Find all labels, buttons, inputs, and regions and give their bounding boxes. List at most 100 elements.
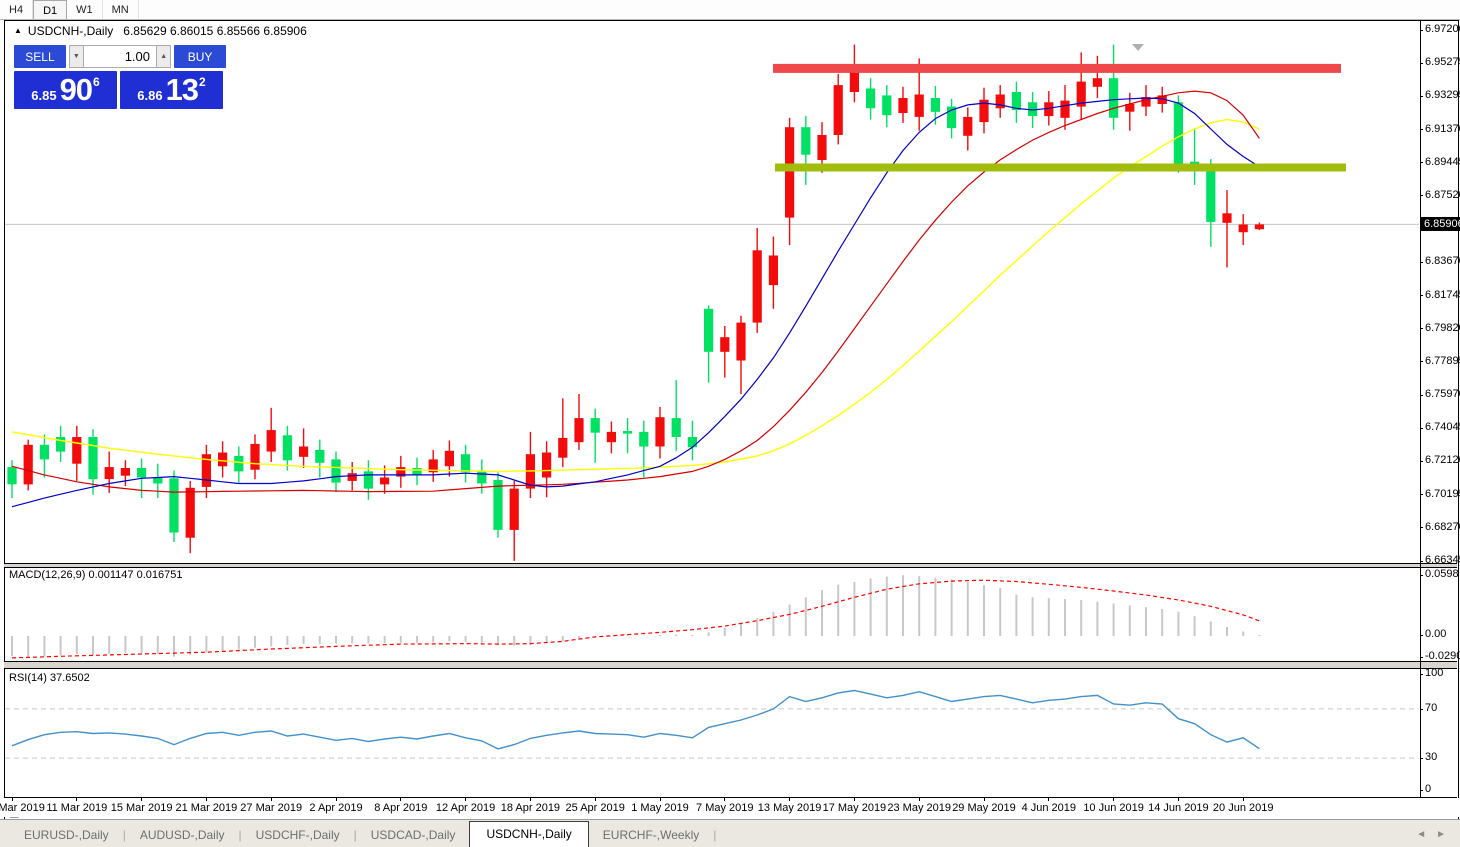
date-label: 25 Apr 2019 bbox=[565, 802, 625, 814]
date-label: 29 May 2019 bbox=[952, 802, 1016, 814]
date-tick bbox=[12, 798, 13, 801]
price-axis-label: 6.75970 bbox=[1425, 388, 1460, 400]
price-axis-label-tick bbox=[1420, 262, 1423, 263]
date-tick bbox=[660, 798, 661, 801]
symbol-tab-usdcnh[interactable]: USDCNH-,Daily bbox=[469, 821, 589, 847]
date-label: 8 Apr 2019 bbox=[374, 802, 428, 814]
price-axis-label-tick bbox=[1420, 494, 1423, 495]
price-axis-label: 6.70195 bbox=[1425, 488, 1460, 500]
rsi-axis: 100 70 30 0 bbox=[1420, 0, 1460, 798]
date-tick bbox=[400, 798, 401, 801]
date-tick bbox=[336, 798, 337, 801]
date-label: 5 Mar 2019 bbox=[0, 802, 45, 814]
date-tick bbox=[1178, 798, 1179, 801]
date-tick bbox=[141, 798, 142, 801]
price-axis-label: 6.74045 bbox=[1425, 421, 1460, 433]
timeframe-button-d1[interactable]: D1 bbox=[33, 0, 68, 19]
price-axis-label-tick bbox=[1420, 461, 1423, 462]
rsi-axis-label: 0 bbox=[1425, 783, 1432, 795]
symbol-tab-eurchf[interactable]: EURCHF-,Weekly bbox=[602, 828, 700, 842]
date-tick bbox=[984, 798, 985, 801]
price-axis-label-tick bbox=[1420, 195, 1423, 196]
price-axis-label-tick bbox=[1420, 63, 1423, 64]
sell-price-prefix: 6.85 bbox=[31, 87, 57, 103]
timeframe-button-h4[interactable]: H4 bbox=[0, 0, 34, 19]
tab-separator: | bbox=[238, 828, 242, 842]
timeframe-button-mn[interactable]: MN bbox=[103, 0, 139, 19]
date-tick bbox=[530, 798, 531, 801]
buy-price-main: 13 bbox=[165, 72, 199, 107]
macd-pane-divider[interactable] bbox=[4, 563, 1457, 568]
chart-shift-marker-icon bbox=[1132, 44, 1144, 51]
panel-collapse-icon[interactable]: ▲ bbox=[14, 26, 22, 35]
date-label: 12 Apr 2019 bbox=[435, 802, 496, 814]
date-tick bbox=[76, 798, 77, 801]
lot-decrease-button[interactable]: ▼ bbox=[68, 45, 84, 68]
macd-axis-label: -0.029045 bbox=[1425, 650, 1460, 662]
buy-button[interactable]: BUY bbox=[174, 45, 226, 68]
tab-separator: | bbox=[353, 828, 357, 842]
date-label: 27 Mar 2019 bbox=[240, 802, 303, 814]
tabs-scroll-right-icon[interactable]: ► bbox=[1436, 829, 1446, 840]
timeframe-button-w1[interactable]: W1 bbox=[67, 0, 103, 19]
price-axis-label: 6.91370 bbox=[1425, 123, 1460, 135]
price-axis-label-tick bbox=[1420, 561, 1423, 562]
date-tick bbox=[1243, 798, 1244, 801]
price-axis-label: 6.97200 bbox=[1425, 23, 1460, 35]
symbol-tab-bar: EURUSD-,Daily | AUDUSD-,Daily | USDCHF-,Dail… bbox=[0, 819, 1460, 847]
lot-size-input[interactable] bbox=[84, 45, 156, 68]
date-tick bbox=[854, 798, 855, 801]
chart-window[interactable] bbox=[4, 20, 1459, 820]
price-axis-label-tick bbox=[1420, 30, 1423, 31]
rsi-axis-label-tick bbox=[1420, 674, 1423, 675]
price-axis-label-tick bbox=[1420, 96, 1423, 97]
price-axis-label: 6.72120 bbox=[1425, 454, 1460, 466]
price-axis-label-tick bbox=[1420, 162, 1423, 163]
buy-price-box[interactable]: 6.86 13 2 bbox=[120, 71, 223, 109]
date-tick bbox=[724, 798, 725, 801]
price-axis-border bbox=[1420, 21, 1421, 798]
price-axis-label: 6.93295 bbox=[1425, 89, 1460, 101]
date-tick bbox=[789, 798, 790, 801]
date-label: 17 May 2019 bbox=[822, 802, 887, 814]
rsi-pane-divider[interactable] bbox=[4, 661, 1457, 669]
date-label: 18 Apr 2019 bbox=[500, 802, 561, 814]
date-axis-border bbox=[4, 797, 1457, 798]
date-label: 20 Jun 2019 bbox=[1212, 802, 1274, 814]
price-axis-label-tick bbox=[1420, 527, 1423, 528]
symbol-tab-usdcad[interactable]: USDCAD-,Daily bbox=[370, 828, 456, 842]
macd-axis: 0.0598 0.00 -0.029045 bbox=[1420, 0, 1460, 798]
sell-button[interactable]: SELL bbox=[14, 45, 66, 68]
rsi-axis-label-tick bbox=[1420, 790, 1423, 791]
tabs-scroll-left-icon[interactable]: ◄ bbox=[1416, 829, 1427, 840]
date-label: 4 Jun 2019 bbox=[1021, 802, 1077, 814]
tab-separator: | bbox=[713, 828, 717, 842]
price-axis-label-tick bbox=[1420, 361, 1423, 362]
price-axis-label-tick bbox=[1420, 428, 1423, 429]
lot-increase-button[interactable]: ▲ bbox=[156, 45, 172, 68]
rsi-axis-label: 100 bbox=[1425, 667, 1444, 679]
symbol-tab-eurusd[interactable]: EURUSD-,Daily bbox=[24, 828, 109, 842]
one-click-trade-panel: SELL ▼ ▲ BUY 6.85 90 6 6.86 13 2 bbox=[14, 45, 226, 109]
price-axis-label: 6.77895 bbox=[1425, 355, 1460, 367]
date-tick bbox=[1113, 798, 1114, 801]
symbol-tab-usdchf[interactable]: USDCHF-,Daily bbox=[255, 828, 340, 842]
current-bid-price-badge: 6.85906 bbox=[1420, 217, 1460, 231]
symbol-tab-audusd[interactable]: AUDUSD-,Daily bbox=[139, 828, 225, 842]
price-axis-label: 6.83670 bbox=[1425, 255, 1460, 267]
buy-price-prefix: 6.86 bbox=[137, 87, 163, 103]
price-axis-label-tick bbox=[1420, 328, 1423, 329]
buy-price-pip: 2 bbox=[199, 75, 206, 89]
macd-indicator-label: MACD(12,26,9) 0.001147 0.016751 bbox=[9, 569, 183, 581]
macd-axis-label-tick bbox=[1420, 575, 1423, 576]
macd-axis-label: 0.0598 bbox=[1425, 568, 1459, 580]
date-tick bbox=[271, 798, 272, 801]
sell-price-box[interactable]: 6.85 90 6 bbox=[14, 71, 117, 109]
price-axis-label-tick bbox=[1420, 129, 1423, 130]
date-label: 21 Mar 2019 bbox=[175, 802, 238, 814]
price-axis-label: 6.81745 bbox=[1425, 289, 1460, 301]
date-label: 14 Jun 2019 bbox=[1148, 802, 1209, 814]
price-axis-label: 6.87520 bbox=[1425, 189, 1460, 201]
